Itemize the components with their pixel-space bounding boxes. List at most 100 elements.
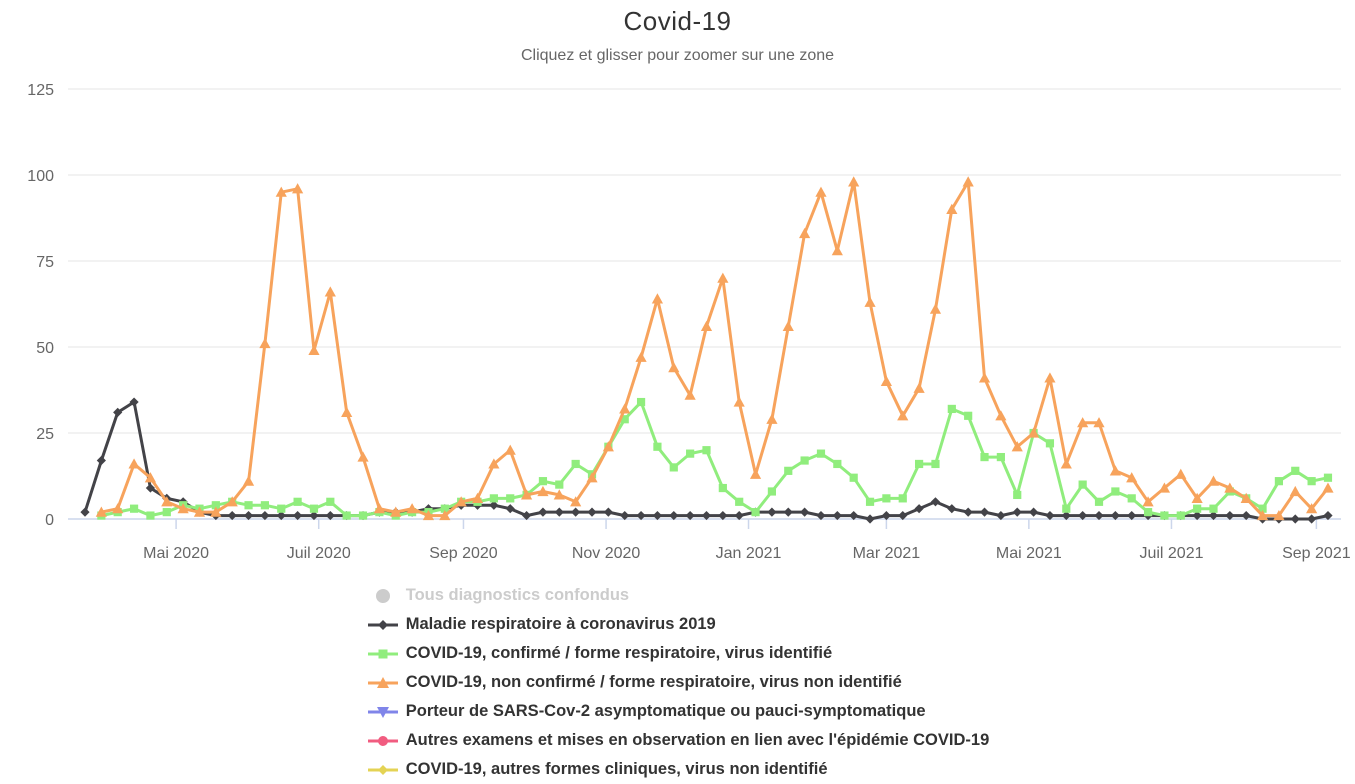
data-point-marker[interactable] bbox=[520, 489, 533, 500]
data-point-marker[interactable] bbox=[1045, 510, 1055, 521]
data-point-marker[interactable] bbox=[1224, 482, 1236, 493]
data-point-marker[interactable] bbox=[701, 510, 712, 521]
data-point-marker[interactable] bbox=[226, 496, 238, 507]
data-point-marker[interactable] bbox=[1077, 417, 1089, 428]
data-point-marker[interactable] bbox=[455, 496, 467, 507]
data-point-marker[interactable] bbox=[913, 382, 925, 393]
data-point-marker[interactable] bbox=[800, 507, 810, 517]
data-point-marker[interactable] bbox=[833, 459, 842, 469]
data-point-marker[interactable] bbox=[603, 507, 613, 517]
data-point-marker[interactable] bbox=[1306, 503, 1318, 514]
data-point-marker[interactable] bbox=[571, 459, 580, 469]
data-point-marker[interactable] bbox=[292, 183, 304, 194]
data-point-marker[interactable] bbox=[1093, 417, 1105, 428]
data-point-marker[interactable] bbox=[816, 449, 826, 458]
data-point-marker[interactable] bbox=[406, 503, 418, 514]
data-point-marker[interactable] bbox=[980, 452, 989, 462]
data-point-marker[interactable] bbox=[1307, 514, 1317, 524]
data-point-marker[interactable] bbox=[1176, 511, 1185, 520]
data-point-marker[interactable] bbox=[259, 337, 271, 349]
data-point-marker[interactable] bbox=[177, 503, 189, 514]
data-point-marker[interactable] bbox=[865, 514, 875, 524]
legend-item-5[interactable]: Autres examens et mises en observation e… bbox=[366, 726, 989, 755]
data-point-marker[interactable] bbox=[1028, 507, 1039, 517]
data-point-marker[interactable] bbox=[1307, 477, 1316, 486]
data-point-marker[interactable] bbox=[80, 507, 90, 517]
data-point-marker[interactable] bbox=[799, 227, 811, 239]
data-point-marker[interactable] bbox=[1291, 466, 1300, 475]
data-point-marker[interactable] bbox=[488, 458, 500, 469]
data-point-marker[interactable] bbox=[619, 403, 631, 414]
data-point-marker[interactable] bbox=[882, 494, 891, 503]
data-point-marker[interactable] bbox=[1209, 504, 1218, 513]
data-point-marker[interactable] bbox=[373, 503, 385, 514]
data-point-marker[interactable] bbox=[1060, 458, 1072, 469]
data-point-marker[interactable] bbox=[555, 480, 564, 489]
data-point-marker[interactable] bbox=[832, 510, 842, 521]
data-point-marker[interactable] bbox=[571, 507, 581, 517]
data-point-marker[interactable] bbox=[718, 510, 728, 521]
data-point-marker[interactable] bbox=[784, 466, 793, 475]
data-point-marker[interactable] bbox=[244, 501, 253, 510]
data-point-marker[interactable] bbox=[881, 510, 891, 521]
data-point-marker[interactable] bbox=[668, 362, 680, 373]
data-point-marker[interactable] bbox=[636, 397, 646, 407]
data-point-marker[interactable] bbox=[146, 511, 155, 520]
series-3[interactable] bbox=[95, 176, 1334, 521]
data-point-marker[interactable] bbox=[733, 396, 745, 407]
data-point-marker[interactable] bbox=[684, 389, 696, 400]
data-point-marker[interactable] bbox=[96, 455, 106, 466]
data-point-marker[interactable] bbox=[1192, 510, 1202, 521]
data-point-marker[interactable] bbox=[422, 509, 435, 521]
data-point-marker[interactable] bbox=[1160, 511, 1169, 520]
data-point-marker[interactable] bbox=[749, 468, 762, 479]
data-point-marker[interactable] bbox=[326, 497, 335, 506]
chart-plot-area[interactable]: 0 25 50 75 100 125 Mai 2020 Juil 2020 Sep 2020 No… bbox=[0, 0, 1355, 572]
data-point-marker[interactable] bbox=[864, 296, 876, 307]
data-point-marker[interactable] bbox=[586, 472, 598, 483]
data-point-marker[interactable] bbox=[964, 411, 973, 420]
data-point-marker[interactable] bbox=[751, 508, 760, 517]
data-point-marker[interactable] bbox=[243, 510, 254, 521]
data-point-marker[interactable] bbox=[293, 510, 303, 521]
data-point-marker[interactable] bbox=[1110, 510, 1120, 521]
data-point-marker[interactable] bbox=[963, 507, 973, 517]
data-point-marker[interactable] bbox=[996, 510, 1006, 521]
data-point-marker[interactable] bbox=[734, 510, 744, 521]
data-point-marker[interactable] bbox=[767, 487, 777, 496]
data-point-marker[interactable] bbox=[277, 504, 286, 513]
data-point-marker[interactable] bbox=[1240, 492, 1252, 503]
data-point-marker[interactable] bbox=[128, 458, 140, 469]
data-point-marker[interactable] bbox=[161, 496, 173, 507]
data-point-marker[interactable] bbox=[996, 452, 1005, 462]
data-point-marker[interactable] bbox=[1322, 482, 1334, 493]
data-point-marker[interactable] bbox=[162, 508, 171, 517]
legend-item-2[interactable]: COVID-19, confirmé / forme respiratoire,… bbox=[366, 639, 832, 668]
data-point-marker[interactable] bbox=[766, 413, 778, 424]
data-point-marker[interactable] bbox=[1126, 472, 1138, 483]
legend-item-3[interactable]: COVID-19, non confirmé / forme respirato… bbox=[366, 668, 902, 697]
data-point-marker[interactable] bbox=[211, 501, 220, 510]
data-point-marker[interactable] bbox=[962, 176, 974, 187]
data-point-marker[interactable] bbox=[979, 507, 990, 517]
data-point-marker[interactable] bbox=[1193, 504, 1202, 513]
data-point-marker[interactable] bbox=[669, 463, 678, 472]
data-point-marker[interactable] bbox=[538, 507, 548, 517]
data-point-marker[interactable] bbox=[390, 506, 402, 517]
data-point-marker[interactable] bbox=[260, 501, 270, 510]
data-point-marker[interactable] bbox=[1225, 510, 1235, 521]
data-point-marker[interactable] bbox=[129, 504, 139, 513]
data-point-marker[interactable] bbox=[947, 504, 957, 514]
data-point-marker[interactable] bbox=[652, 510, 663, 521]
data-point-marker[interactable] bbox=[357, 451, 369, 462]
data-point-marker[interactable] bbox=[653, 442, 662, 451]
data-point-marker[interactable] bbox=[669, 510, 679, 521]
data-point-marker[interactable] bbox=[636, 510, 646, 521]
legend-item-6[interactable]: COVID-19, autres formes cliniques, virus… bbox=[366, 755, 828, 784]
data-point-marker[interactable] bbox=[129, 397, 139, 407]
data-point-marker[interactable] bbox=[1323, 473, 1333, 482]
data-point-marker[interactable] bbox=[635, 351, 647, 362]
data-point-marker[interactable] bbox=[1094, 497, 1104, 506]
data-point-marker[interactable] bbox=[735, 497, 744, 506]
data-point-marker[interactable] bbox=[439, 509, 451, 521]
